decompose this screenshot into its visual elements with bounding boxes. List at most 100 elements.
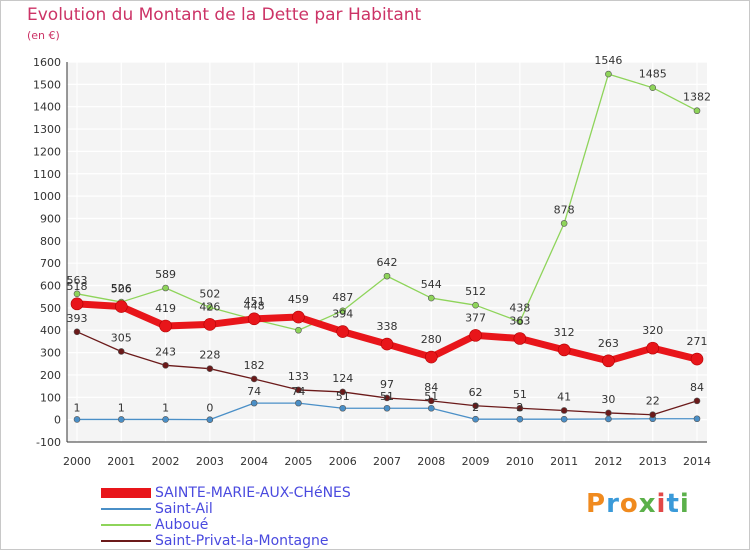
data-label: 394 (332, 308, 353, 321)
data-label: 74 (291, 385, 305, 398)
data-point (516, 318, 524, 326)
data-label: 338 (377, 320, 398, 333)
legend-label: Auboué (155, 517, 209, 533)
y-tick-label: 700 (40, 257, 61, 270)
data-label: 74 (247, 385, 261, 398)
data-label: 506 (111, 283, 132, 296)
data-label: 459 (288, 293, 309, 306)
data-label: 182 (244, 359, 265, 372)
data-label: 243 (155, 345, 176, 358)
legend-label: SAINTE-MARIE-AUX-CHéNES (155, 485, 351, 501)
data-label: 2 (472, 401, 479, 414)
data-label: 41 (557, 390, 571, 403)
data-point (605, 415, 612, 423)
data-point (649, 84, 657, 92)
data-point (73, 416, 81, 423)
data-point (383, 394, 391, 402)
data-point (383, 272, 391, 280)
data-label: 544 (421, 278, 442, 291)
data-label: 51 (380, 390, 394, 403)
x-tick-label: 2010 (506, 455, 534, 468)
data-point (339, 388, 347, 396)
data-label: 30 (601, 393, 615, 406)
y-tick-label: 900 (40, 212, 61, 225)
data-point (690, 352, 704, 366)
x-tick-label: 2012 (594, 455, 622, 468)
legend-swatch-1 (101, 508, 151, 510)
y-tick-label: 1300 (33, 123, 61, 136)
data-label: 1 (118, 401, 125, 414)
x-tick-label: 2004 (240, 455, 268, 468)
x-tick-label: 2013 (639, 455, 667, 468)
data-point (469, 329, 482, 342)
data-point (250, 399, 258, 407)
x-tick-label: 2000 (63, 455, 91, 468)
data-point (516, 404, 524, 412)
data-label: 84 (424, 381, 438, 394)
x-tick-label: 2014 (683, 455, 711, 468)
data-label: 642 (377, 256, 398, 269)
data-label: 280 (421, 333, 442, 346)
chart-subtitle: (en €) (27, 29, 60, 42)
data-point (646, 341, 660, 355)
data-point (295, 326, 302, 334)
data-label: 502 (199, 287, 220, 300)
data-label: 271 (687, 335, 708, 348)
y-tick-label: 200 (40, 369, 61, 382)
y-tick-label: 400 (40, 324, 61, 337)
data-label: 124 (332, 372, 353, 385)
data-point (73, 290, 81, 298)
y-tick-label: 0 (54, 414, 61, 427)
data-label: 51 (336, 390, 350, 403)
data-point (339, 307, 347, 315)
data-point (605, 409, 612, 417)
y-tick-label: 1100 (33, 168, 61, 181)
data-label: 438 (509, 302, 530, 315)
data-point (295, 399, 302, 407)
proxiti-logo: Proxiti (586, 489, 690, 519)
data-point (162, 416, 169, 423)
data-label: 320 (642, 324, 663, 337)
data-label: 487 (332, 291, 353, 304)
y-tick-label: 1400 (33, 101, 61, 114)
data-label: 1485 (639, 68, 667, 81)
x-tick-label: 2001 (107, 455, 135, 468)
data-label: 526 (111, 282, 132, 295)
data-point (693, 415, 701, 423)
x-tick-label: 2006 (329, 455, 357, 468)
data-label: 1382 (683, 91, 711, 104)
data-label: 133 (288, 370, 309, 383)
data-point (693, 107, 701, 115)
data-point (557, 343, 571, 357)
data-point (295, 386, 302, 394)
x-tick-label: 2011 (550, 455, 578, 468)
y-tick-label: 300 (40, 347, 61, 360)
data-point (472, 301, 479, 309)
y-tick-label: -100 (36, 436, 61, 449)
data-point (427, 294, 435, 302)
y-tick-label: 800 (40, 235, 61, 248)
data-point (206, 365, 214, 372)
data-point (602, 354, 615, 368)
data-point (693, 397, 701, 405)
legend-label: Saint-Privat-la-Montagne (155, 533, 329, 549)
data-point (247, 312, 261, 326)
data-label: 448 (244, 300, 265, 313)
data-point (649, 411, 657, 419)
legend-swatch-2 (101, 524, 151, 526)
data-point (513, 332, 527, 345)
data-point (292, 310, 305, 324)
data-label: 51 (424, 390, 438, 403)
data-label: 97 (380, 378, 394, 391)
x-tick-label: 2005 (284, 455, 312, 468)
data-label: 393 (67, 312, 88, 325)
data-label: 22 (646, 395, 660, 408)
y-tick-label: 1200 (33, 145, 61, 158)
data-label: 84 (690, 381, 704, 394)
data-label: 263 (598, 337, 619, 350)
data-label: 419 (155, 302, 176, 315)
data-point (117, 348, 125, 355)
data-point (70, 297, 84, 311)
data-point (206, 416, 214, 423)
